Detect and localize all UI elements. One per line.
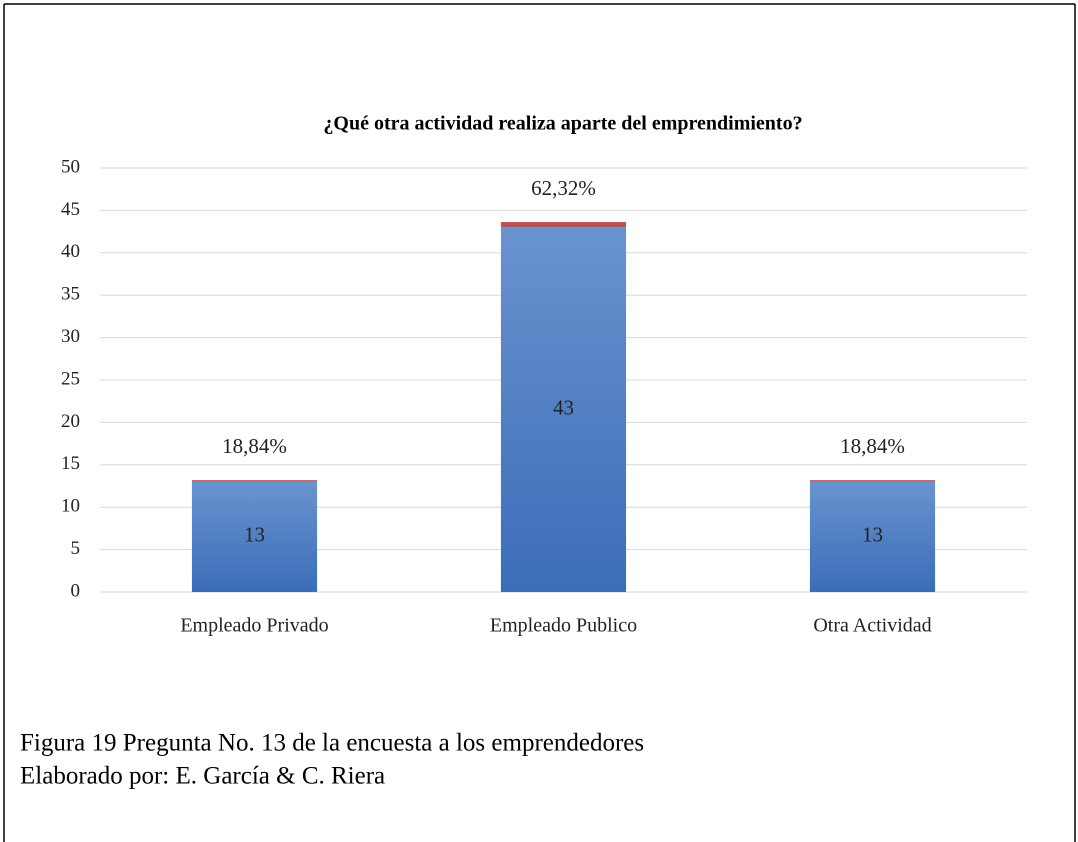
y-tick-label: 50 bbox=[61, 156, 80, 177]
bar-segment bbox=[500, 227, 627, 593]
data-label: 18,84% bbox=[840, 434, 905, 458]
y-tick-label: 35 bbox=[61, 284, 80, 305]
bar-segment bbox=[191, 480, 318, 482]
y-tick-label: 0 bbox=[71, 580, 81, 601]
caption: Elaborado por: E. García & C. Riera bbox=[20, 763, 385, 790]
chart-title: ¿Qué otra actividad realiza aparte del e… bbox=[323, 113, 802, 135]
y-tick-label: 30 bbox=[61, 326, 80, 347]
x-tick-label: Empleado Privado bbox=[180, 615, 328, 637]
y-tick-label: 15 bbox=[61, 453, 80, 474]
bar-segment bbox=[191, 481, 318, 592]
y-tick-label: 25 bbox=[61, 368, 80, 389]
y-tick-label: 45 bbox=[61, 199, 80, 220]
y-tick-label: 40 bbox=[61, 241, 80, 262]
x-tick-label: Otra Actividad bbox=[813, 615, 931, 637]
bar-segment bbox=[500, 222, 627, 228]
bar-segment bbox=[809, 481, 936, 592]
y-tick-label: 5 bbox=[71, 538, 81, 559]
y-tick-label: 10 bbox=[61, 496, 80, 517]
x-tick-label: Empleado Publico bbox=[490, 615, 637, 637]
data-label: 13 bbox=[244, 523, 265, 547]
data-label: 43 bbox=[553, 395, 574, 419]
data-label: 18,84% bbox=[222, 434, 287, 458]
caption: Figura 19 Pregunta No. 13 de la encuesta… bbox=[20, 730, 644, 757]
y-tick-label: 20 bbox=[61, 411, 80, 432]
data-label: 62,32% bbox=[531, 176, 596, 200]
data-label: 13 bbox=[862, 523, 883, 547]
bar-segment bbox=[809, 480, 936, 482]
